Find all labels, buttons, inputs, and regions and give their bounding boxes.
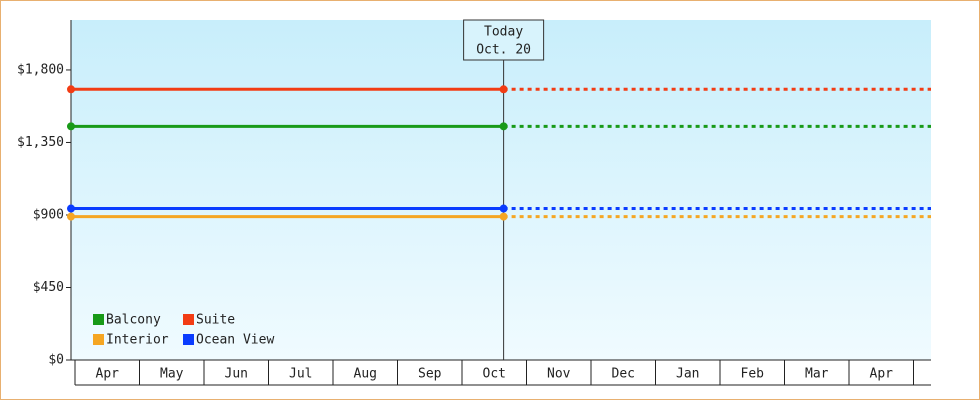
y-tick-label: $900: [33, 207, 64, 222]
today-label: Today: [484, 25, 523, 40]
y-tick-label: $450: [33, 280, 64, 295]
x-tick-label: Jul: [289, 367, 312, 382]
series-point: [499, 204, 508, 213]
plot-area: [71, 20, 931, 360]
today-date: Oct. 20: [476, 43, 531, 58]
series-point: [499, 85, 508, 94]
today-box: [463, 19, 545, 61]
x-tick-label: Dec: [612, 367, 635, 382]
x-tick-label: Aug: [354, 367, 377, 382]
x-tick-label: Jan: [676, 367, 699, 382]
legend-label: Suite: [196, 313, 235, 328]
series-point: [499, 212, 508, 221]
x-tick-label: Apr: [870, 367, 894, 382]
legend-label: Interior: [106, 333, 169, 348]
series-point: [67, 122, 75, 131]
x-tick-label: May: [160, 367, 184, 382]
series-point: [67, 85, 75, 94]
x-tick-label: Nov: [547, 367, 571, 382]
y-tick-label: $1,800: [17, 62, 64, 77]
series-point: [499, 122, 508, 131]
legend-swatch: [93, 314, 104, 325]
legend-label: Ocean View: [196, 333, 274, 348]
x-tick-label: Feb: [741, 367, 765, 382]
x-tick-label: Mar: [805, 367, 829, 382]
legend-swatch: [93, 334, 104, 345]
legend-swatch: [183, 334, 194, 345]
legend-swatch: [183, 314, 194, 325]
x-tick-label: Apr: [96, 367, 120, 382]
y-tick-label: $1,350: [17, 135, 64, 150]
series-point: [67, 204, 75, 213]
x-tick-label: Jun: [225, 367, 248, 382]
x-tick-label: Sep: [418, 367, 442, 382]
series-point: [67, 212, 75, 221]
legend-label: Balcony: [106, 313, 161, 328]
y-tick-label: $0: [48, 353, 64, 368]
x-tick-label: Oct: [483, 367, 506, 382]
